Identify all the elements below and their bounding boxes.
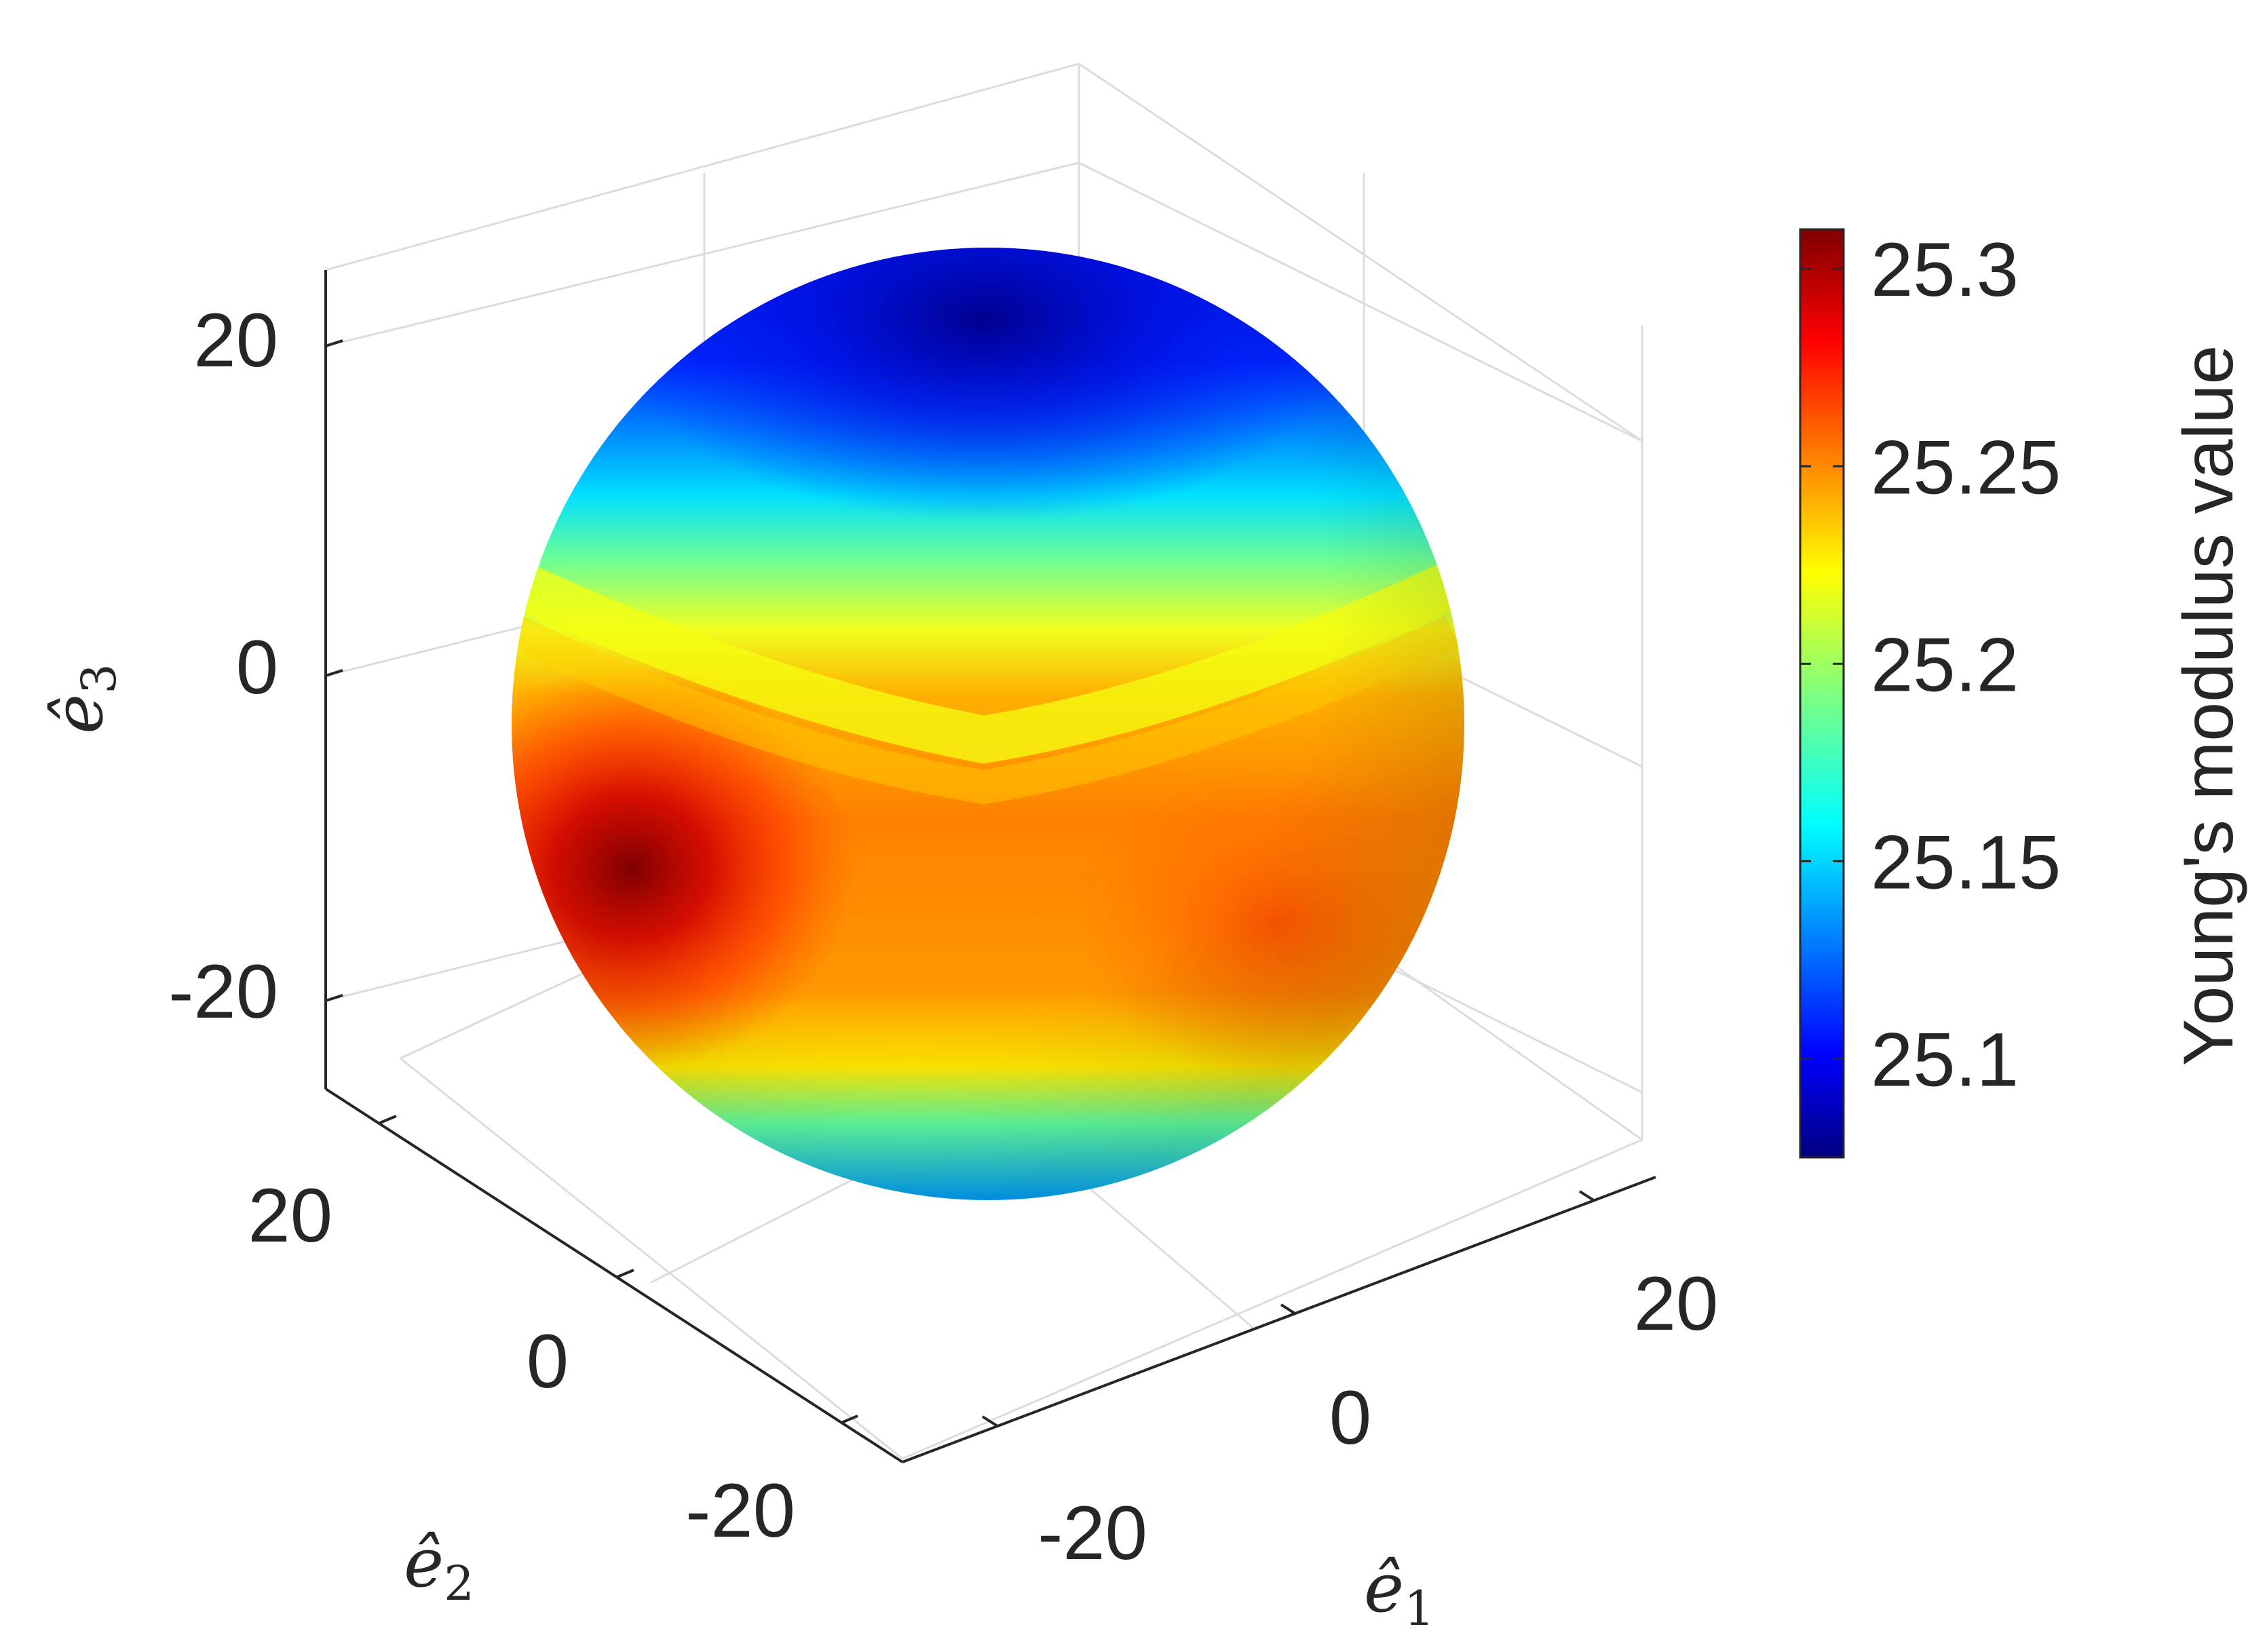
axis-tick <box>325 339 343 347</box>
axis-tick <box>841 1415 858 1424</box>
z-axis-ticks: 20 0 -20 <box>168 298 278 1034</box>
axis-tick <box>1578 1190 1596 1202</box>
colorbar-label: Young's modulus value <box>2169 345 2248 1067</box>
colorbar-tick-label: 25.25 <box>1871 425 2061 510</box>
y-tick-label: 0 <box>527 1319 569 1404</box>
y-tick-label: -20 <box>685 1468 795 1553</box>
tick-marks <box>325 339 1596 1427</box>
x-axis-label: ê1 <box>1364 1548 1434 1636</box>
x-tick-label: -20 <box>1038 1491 1147 1575</box>
x-axis-ticks: -20 0 20 <box>1038 1261 1718 1575</box>
x-tick-label: 20 <box>1634 1261 1719 1346</box>
colorbar-tick-label: 25.3 <box>1871 227 2019 312</box>
axis-tick <box>325 669 343 677</box>
z-tick-label: 0 <box>236 625 278 710</box>
colorbar-tick-label: 25.2 <box>1871 622 2019 707</box>
z-tick-label: 20 <box>193 298 278 383</box>
y-axis-ticks: 20 0 -20 <box>248 1173 795 1553</box>
axis-tick <box>1280 1303 1297 1315</box>
x-tick-label: 0 <box>1329 1375 1371 1460</box>
axis-lines <box>324 270 1656 1463</box>
colorbar: 25.3 25.25 25.2 25.15 25.1 Young's modulus v… <box>1799 227 2248 1159</box>
colorbar-tick-label: 25.15 <box>1871 820 2061 904</box>
z-axis-label: ê3 <box>39 664 127 734</box>
axis-tick <box>617 1269 634 1278</box>
y-tick-label: 20 <box>248 1173 332 1258</box>
axis-tick <box>981 1415 999 1427</box>
colorbar-ticks: 25.3 25.25 25.2 25.15 25.1 <box>1800 227 2061 1102</box>
sphere-surface <box>512 248 1464 1200</box>
colorbar-gradient <box>1799 228 1845 1159</box>
axis-tick <box>379 1115 397 1124</box>
axis-tick <box>325 994 343 1002</box>
colorbar-tick-label: 25.1 <box>1871 1017 2019 1102</box>
z-tick-label: -20 <box>168 949 278 1034</box>
y-axis-label: ê2 <box>404 1523 474 1611</box>
